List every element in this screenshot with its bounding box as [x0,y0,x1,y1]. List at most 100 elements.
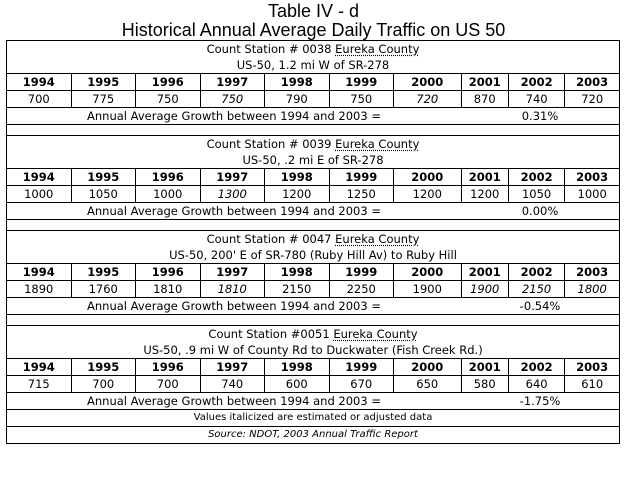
traffic-value-cell: 715 [6,375,72,393]
station-route: US-50, .9 mi W of County Rd to Duckwater… [6,342,620,359]
traffic-value-cell: 740 [199,375,265,393]
year-header-cell: 2001 [460,263,509,281]
year-header-cell: 1998 [264,358,330,376]
spacer-row [6,124,620,136]
growth-row: Annual Average Growth between 1994 and 2… [6,107,621,125]
station-route-row: US-50, .2 mi E of SR-278 [6,152,620,169]
growth-value: 0.00% [461,202,621,220]
traffic-value-cell: 740 [507,90,566,108]
spacer-row [6,219,620,231]
year-header-cell: 2003 [564,73,620,91]
year-header-row: 1994 1995 1996 1997 1998 1999 2000 2001 2002 2003 [6,263,620,281]
traffic-value-cell: 580 [460,375,509,393]
traffic-value-cell: 700 [70,375,136,393]
year-header-cell: 1999 [328,263,394,281]
station-route-row: US-50, .9 mi W of County Rd to Duckwater… [6,342,620,359]
station-header-row: Count Station # 0039 Eureka County [6,135,620,152]
traffic-value-cell: 1050 [507,185,566,203]
traffic-value-cell: 750 [135,90,201,108]
station-name-text: Count Station # 0047 Eureka County [206,232,420,246]
traffic-value-cell: 1250 [328,185,394,203]
year-header-cell: 2003 [564,263,620,281]
table-title: Table IV - d [267,1,360,21]
spacer-cell [6,219,620,231]
traffic-value-cell: 650 [393,375,462,393]
station-name: Count Station # 0047 Eureka County [6,230,620,247]
year-header-cell: 2000 [393,73,462,91]
traffic-values-row: 1890 1760 1810 1810 2150 2250 1900 1900 2150 1800 [6,280,620,298]
year-header-cell: 1996 [135,168,201,186]
year-header-cell: 2000 [393,358,462,376]
traffic-value-cell: 1200 [460,185,509,203]
growth-row: Annual Average Growth between 1994 and 2… [6,297,621,315]
year-header-cell: 1997 [199,168,265,186]
traffic-value-cell: 1000 [135,185,201,203]
traffic-value-cell: 870 [460,90,509,108]
table-subtitle: Historical Annual Average Daily Traffic … [121,20,506,40]
year-header-cell: 1996 [135,263,201,281]
year-header-row: 1994 1995 1996 1997 1998 1999 2000 2001 2002 2003 [6,73,620,91]
station-header-row: Count Station # 0047 Eureka County [6,230,620,247]
traffic-value-cell: 1050 [70,185,136,203]
note-row: Values italicized are estimated or adjus… [6,409,620,427]
growth-label: Annual Average Growth between 1994 and 2… [6,297,462,315]
growth-value: 0.31% [461,107,621,125]
county-name: Eureka County [335,137,420,151]
traffic-values-row: 700 775 750 750 790 750 720 870 740 720 [6,90,620,108]
year-header-cell: 1995 [70,358,136,376]
traffic-value-cell: 1000 [564,185,620,203]
traffic-value-cell: 1200 [393,185,462,203]
traffic-value-cell: 1000 [6,185,72,203]
year-header-cell: 2000 [393,168,462,186]
year-header-cell: 1996 [135,358,201,376]
station-route: US-50, .2 mi E of SR-278 [6,152,620,169]
traffic-value-cell: 720 [393,90,462,108]
station-route-row: US-50, 1.2 mi W of SR-278 [6,57,620,74]
year-header-cell: 1995 [70,73,136,91]
county-name: Eureka County [333,327,418,341]
traffic-value-cell: 1810 [199,280,265,298]
year-header-cell: 1995 [70,168,136,186]
year-header-cell: 2002 [507,168,566,186]
year-header-cell: 1997 [199,73,265,91]
traffic-value-cell: 2250 [328,280,394,298]
year-header-row: 1994 1995 1996 1997 1998 1999 2000 2001 2002 2003 [6,168,620,186]
station-route: US-50, 1.2 mi W of SR-278 [6,57,620,74]
year-header-cell: 1998 [264,73,330,91]
traffic-value-cell: 1810 [135,280,201,298]
growth-label: Annual Average Growth between 1994 and 2… [6,392,462,410]
year-header-cell: 2000 [393,263,462,281]
year-header-cell: 2003 [564,168,620,186]
year-header-cell: 2002 [507,358,566,376]
station-name: Count Station # 0038 Eureka County [6,40,620,57]
traffic-value-cell: 700 [135,375,201,393]
year-header-cell: 1998 [264,168,330,186]
growth-label: Annual Average Growth between 1994 and 2… [6,107,462,125]
traffic-value-cell: 775 [70,90,136,108]
year-header-cell: 2001 [460,73,509,91]
station-route-row: US-50, 200' E of SR-780 (Ruby Hill Av) t… [6,247,620,264]
traffic-value-cell: 1200 [264,185,330,203]
growth-value: -1.75% [461,392,621,410]
traffic-values-row: 1000 1050 1000 1300 1200 1250 1200 1200 1050 1000 [6,185,620,203]
traffic-table: Count Station # 0038 Eureka County US-50,… [6,40,621,444]
year-header-cell: 1998 [264,263,330,281]
year-header-cell: 1999 [328,73,394,91]
year-header-cell: 2001 [460,358,509,376]
station-header-row: Count Station # 0038 Eureka County [6,40,620,57]
station-name: Count Station # 0039 Eureka County [6,135,620,152]
year-header-cell: 1994 [6,73,72,91]
station-name-text: Count Station # 0038 Eureka County [206,42,420,56]
growth-label: Annual Average Growth between 1994 and 2… [6,202,462,220]
traffic-value-cell: 610 [564,375,620,393]
traffic-value-cell: 700 [6,90,72,108]
growth-value: -0.54% [461,297,621,315]
spacer-cell [6,314,620,326]
growth-row: Annual Average Growth between 1994 and 2… [6,392,621,410]
year-header-cell: 1999 [328,358,394,376]
year-header-cell: 1997 [199,263,265,281]
year-header-cell: 2003 [564,358,620,376]
station-route: US-50, 200' E of SR-780 (Ruby Hill Av) t… [6,247,620,264]
year-header-row: 1994 1995 1996 1997 1998 1999 2000 2001 2002 2003 [6,358,620,376]
traffic-value-cell: 1800 [564,280,620,298]
